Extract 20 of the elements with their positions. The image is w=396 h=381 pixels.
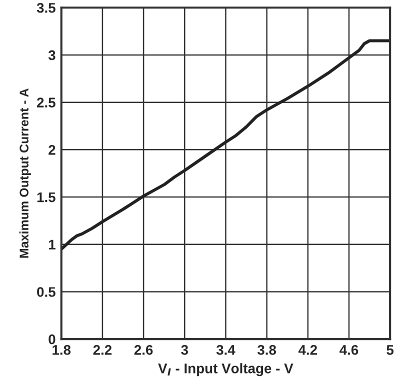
- y-tick-label: 1: [48, 240, 56, 250]
- y-tick-label: 2: [48, 145, 56, 155]
- x-tick-label: 3.8: [257, 345, 276, 355]
- x-tick-label: 2.2: [93, 345, 112, 355]
- x-tick-label: 4.6: [340, 345, 358, 355]
- line-series: [61, 39, 390, 251]
- y-axis-title: Maximum Output Current - A: [19, 88, 31, 258]
- x-tick-label: 3.4: [216, 345, 236, 355]
- y-tick-label: 3.5: [36, 2, 56, 13]
- y-tick-label: 0.5: [37, 287, 56, 297]
- x-tick-label: 4.2: [298, 345, 317, 355]
- x-tick-label: 5: [386, 345, 394, 355]
- x-tick-label: 1.8: [52, 345, 71, 355]
- x-tick-label: 3: [181, 345, 188, 355]
- y-tick-label: 0: [48, 334, 56, 344]
- x-tick-label: 2.6: [134, 345, 153, 355]
- x-axis-title: V$_{I}$ - Input Voltage - V: [158, 363, 294, 376]
- y-tick-label: 2.5: [37, 98, 56, 108]
- y-tick-label: 1.5: [37, 192, 56, 202]
- y-tick-label: 3: [48, 50, 56, 60]
